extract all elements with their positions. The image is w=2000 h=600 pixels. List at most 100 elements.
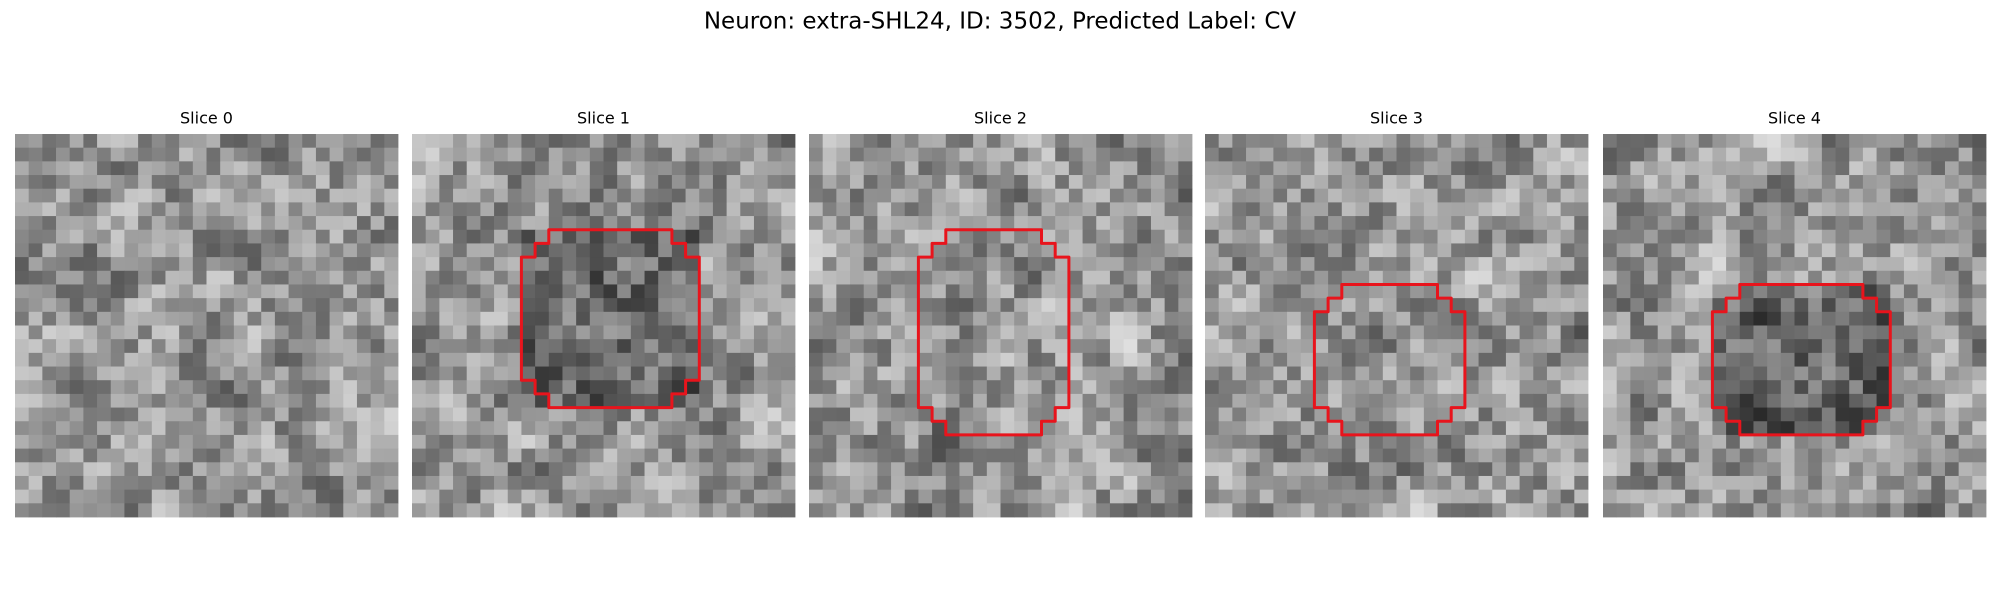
pixel bbox=[1849, 175, 1864, 190]
pixel bbox=[1178, 503, 1193, 518]
pixel bbox=[1726, 311, 1741, 326]
pixel bbox=[1780, 298, 1795, 313]
pixel bbox=[384, 393, 399, 408]
pixel bbox=[1328, 229, 1343, 244]
pixel bbox=[822, 366, 837, 381]
pixel bbox=[1478, 434, 1493, 450]
pixel bbox=[1137, 325, 1152, 340]
pixel bbox=[904, 243, 919, 258]
pixel bbox=[1109, 462, 1125, 477]
pixel bbox=[1698, 147, 1713, 162]
pixel bbox=[466, 489, 481, 504]
pixel bbox=[384, 229, 399, 244]
pixel bbox=[1644, 352, 1659, 367]
pixel bbox=[1178, 475, 1193, 491]
pixel bbox=[1451, 257, 1466, 272]
pixel bbox=[384, 380, 399, 395]
pixel bbox=[1835, 243, 1850, 258]
pixel bbox=[425, 134, 440, 149]
pixel bbox=[1835, 489, 1850, 504]
pixel bbox=[1123, 489, 1138, 504]
pixel bbox=[1972, 311, 1987, 326]
pixel bbox=[1944, 393, 1960, 408]
pixel bbox=[466, 270, 481, 285]
pixel bbox=[315, 434, 331, 450]
pixel bbox=[1246, 462, 1261, 477]
pixel bbox=[904, 393, 919, 408]
pixel bbox=[343, 407, 358, 422]
pixel bbox=[1423, 434, 1438, 450]
pixel bbox=[1821, 311, 1836, 326]
pixel bbox=[1410, 339, 1425, 354]
pixel bbox=[439, 284, 454, 299]
pixel bbox=[726, 352, 741, 367]
pixel bbox=[1164, 188, 1179, 203]
pixel bbox=[28, 434, 43, 450]
pixel bbox=[1382, 270, 1397, 285]
pixel bbox=[712, 339, 728, 354]
pixel bbox=[781, 393, 796, 408]
pixel bbox=[1808, 270, 1823, 285]
pixel bbox=[494, 243, 509, 258]
pixel bbox=[1862, 421, 1877, 436]
pixel bbox=[370, 284, 385, 299]
pixel bbox=[507, 421, 522, 436]
pixel bbox=[1630, 325, 1645, 340]
pixel bbox=[945, 243, 960, 258]
pixel bbox=[439, 229, 454, 244]
pixel bbox=[1767, 462, 1782, 477]
pixel bbox=[1574, 134, 1589, 149]
pixel bbox=[480, 216, 495, 231]
pixel bbox=[1890, 243, 1905, 258]
pixel bbox=[1451, 202, 1466, 217]
pixel bbox=[1246, 393, 1261, 408]
pixel bbox=[1780, 339, 1795, 354]
pixel bbox=[1341, 188, 1356, 203]
panel-label: Slice 1 bbox=[577, 109, 630, 128]
pixel bbox=[288, 421, 303, 436]
pixel bbox=[1464, 380, 1479, 395]
pixel bbox=[42, 298, 57, 313]
pixel bbox=[69, 434, 84, 450]
pixel bbox=[904, 284, 919, 299]
pixel bbox=[918, 503, 933, 518]
pixel bbox=[1369, 147, 1384, 162]
pixel bbox=[274, 407, 289, 422]
pixel bbox=[726, 434, 741, 450]
pixel bbox=[535, 161, 550, 176]
pixel bbox=[151, 202, 166, 217]
pixel bbox=[1616, 216, 1631, 231]
pixel bbox=[1492, 134, 1507, 149]
pixel bbox=[630, 339, 645, 354]
pixel bbox=[1546, 147, 1562, 162]
pixel bbox=[685, 298, 700, 313]
pixel bbox=[1396, 503, 1411, 518]
pixel bbox=[1451, 284, 1466, 299]
pixel bbox=[110, 489, 125, 504]
pixel bbox=[548, 380, 563, 395]
pixel bbox=[124, 393, 139, 408]
pixel bbox=[1478, 380, 1493, 395]
pixel bbox=[425, 393, 440, 408]
pixel bbox=[973, 270, 988, 285]
pixel bbox=[1698, 421, 1713, 436]
pixel bbox=[1630, 421, 1645, 436]
pixel bbox=[932, 270, 947, 285]
pixel bbox=[1671, 243, 1686, 258]
pixel bbox=[1328, 147, 1343, 162]
pixel bbox=[1178, 161, 1193, 176]
pixel bbox=[740, 475, 755, 491]
pixel bbox=[1259, 270, 1274, 285]
pixel bbox=[1917, 284, 1932, 299]
pixel bbox=[1451, 161, 1466, 176]
pixel bbox=[753, 229, 769, 244]
pixel bbox=[42, 421, 57, 436]
pixel bbox=[1041, 284, 1056, 299]
pixel bbox=[822, 380, 837, 395]
pixel bbox=[1794, 134, 1809, 149]
pixel bbox=[562, 339, 577, 354]
pixel bbox=[1862, 147, 1877, 162]
pixel bbox=[220, 243, 235, 258]
pixel bbox=[1137, 298, 1152, 313]
pixel bbox=[28, 134, 43, 149]
